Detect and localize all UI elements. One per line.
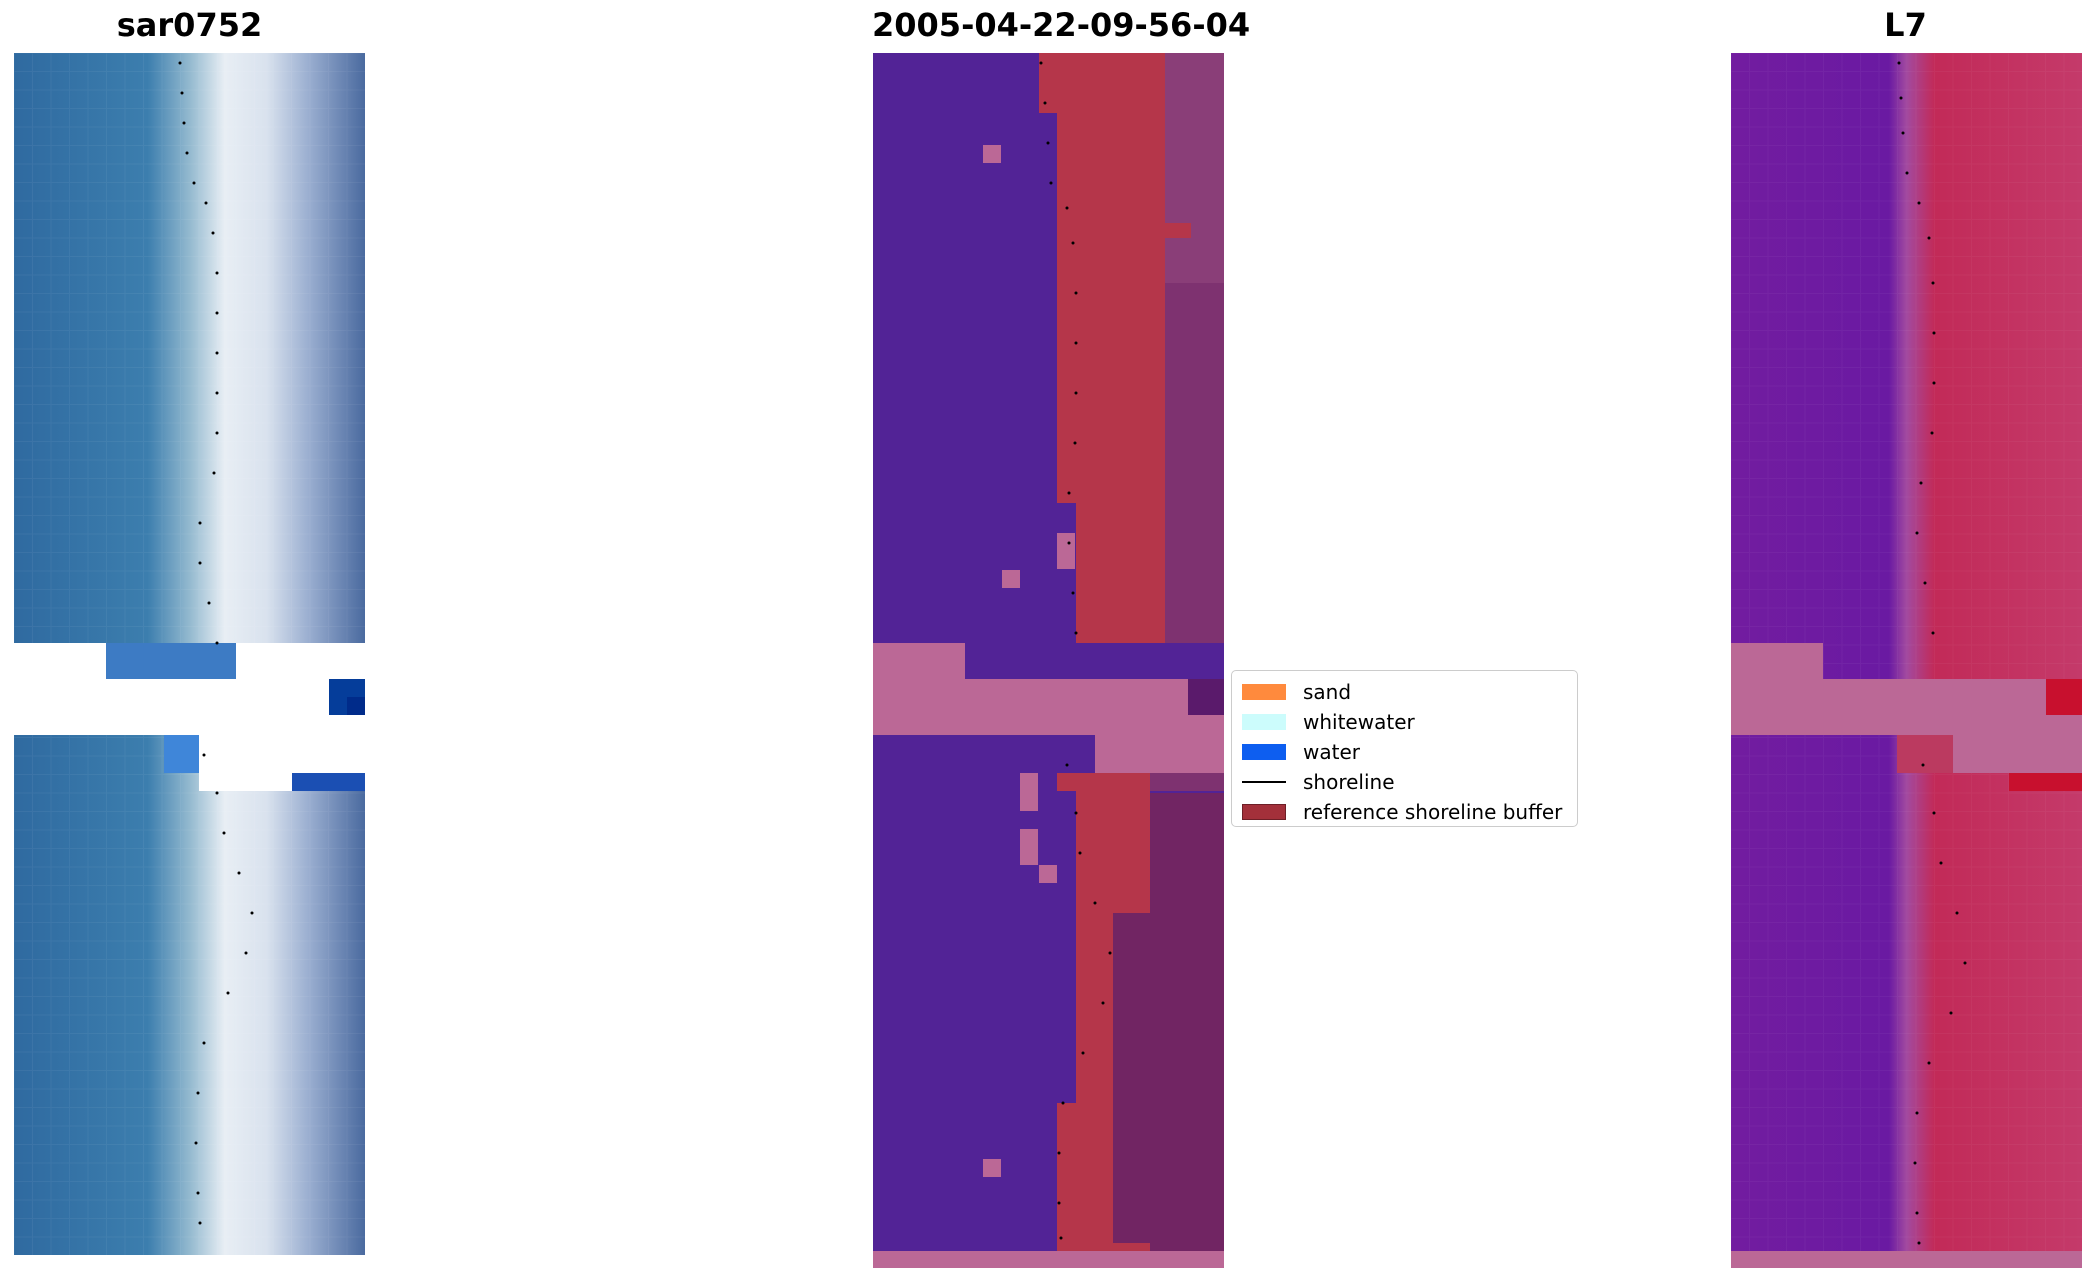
shoreline-dots-middle [1039,61,1112,1240]
shoreline-dots-right [1897,61,1967,1245]
middle-panel-title: 2005-04-22-09-56-04 [872,6,1251,44]
water-swatch [1242,744,1286,760]
legend-label: shoreline [1303,770,1395,794]
rgb-image-panel [14,53,365,1268]
legend: sand whitewater water shoreline referenc… [1231,670,1578,827]
legend-item-sand: sand [1242,677,1567,707]
legend-label: water [1303,740,1360,764]
legend-item-whitewater: whitewater [1242,707,1567,737]
legend-label: sand [1303,680,1352,704]
legend-label: whitewater [1303,710,1415,734]
left-panel-title: sar0752 [116,6,263,44]
l7-image [1731,53,2082,1268]
right-panel-title: L7 [1884,6,1927,44]
legend-label: reference shoreline buffer [1303,800,1563,824]
whitewater-swatch [1242,714,1286,730]
l7-image-panel [1731,53,2082,1268]
classified-image [873,53,1224,1268]
legend-item-reference-buffer: reference shoreline buffer [1242,797,1567,827]
reference-buffer-swatch [1242,804,1286,820]
rgb-image [14,53,365,1255]
legend-item-shoreline: shoreline [1242,767,1567,797]
legend-item-water: water [1242,737,1567,767]
shoreline-dots-left [178,61,254,1225]
sand-swatch [1242,684,1286,700]
shoreline-swatch [1242,781,1286,783]
classified-image-panel [873,53,1224,1268]
